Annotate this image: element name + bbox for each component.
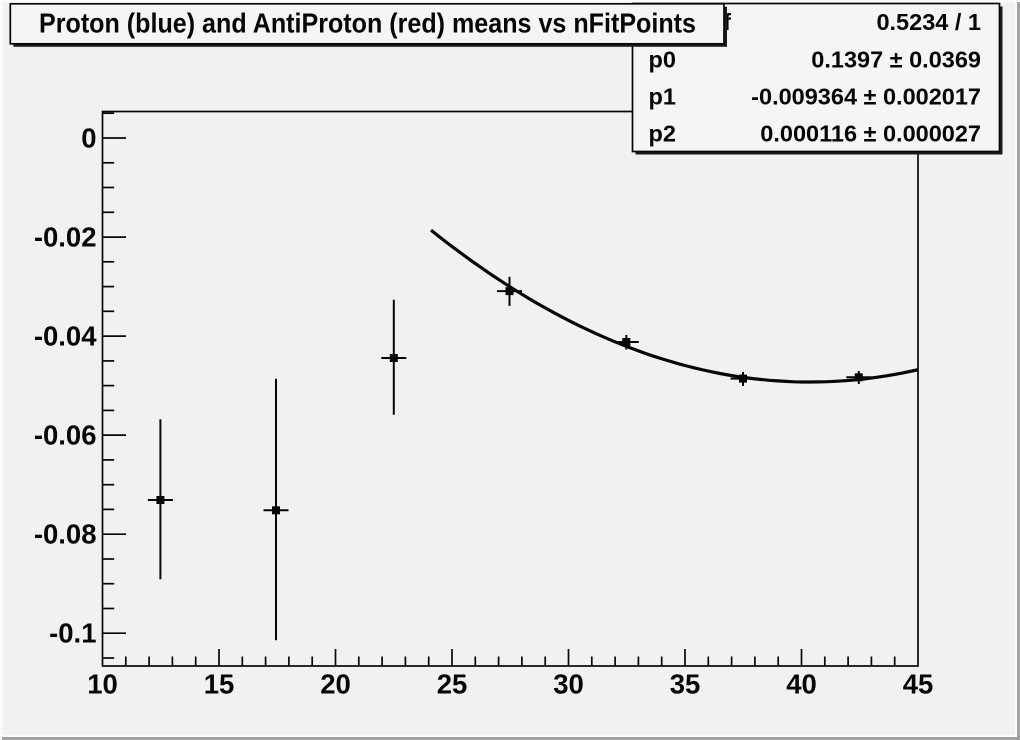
svg-text:20: 20 (320, 669, 351, 700)
svg-text:0.1397 ± 0.0369: 0.1397 ± 0.0369 (811, 46, 981, 72)
svg-text:p1: p1 (649, 83, 676, 109)
svg-text:30: 30 (553, 669, 584, 700)
svg-text:0: 0 (81, 122, 96, 153)
svg-text:-0.04: -0.04 (34, 321, 97, 352)
svg-text:-0.08: -0.08 (34, 519, 97, 550)
svg-text:-0.06: -0.06 (34, 420, 97, 451)
svg-text:-0.1: -0.1 (49, 618, 96, 649)
svg-text:Proton (blue) and AntiProton (: Proton (blue) and AntiProton (red) means… (39, 8, 696, 39)
svg-text:p0: p0 (649, 46, 676, 72)
svg-text:25: 25 (437, 669, 468, 700)
svg-text:15: 15 (204, 669, 235, 700)
svg-text:-0.009364 ± 0.002017: -0.009364 ± 0.002017 (751, 83, 981, 109)
svg-text:0.000116 ± 0.000027: 0.000116 ± 0.000027 (760, 120, 981, 146)
svg-text:10: 10 (87, 669, 118, 700)
svg-text:-0.02: -0.02 (34, 222, 97, 253)
svg-text:40: 40 (786, 669, 817, 700)
svg-text:35: 35 (670, 669, 701, 700)
svg-text:45: 45 (903, 669, 934, 700)
svg-text:p2: p2 (649, 120, 676, 146)
svg-text:0.5234 / 1: 0.5234 / 1 (876, 9, 981, 35)
